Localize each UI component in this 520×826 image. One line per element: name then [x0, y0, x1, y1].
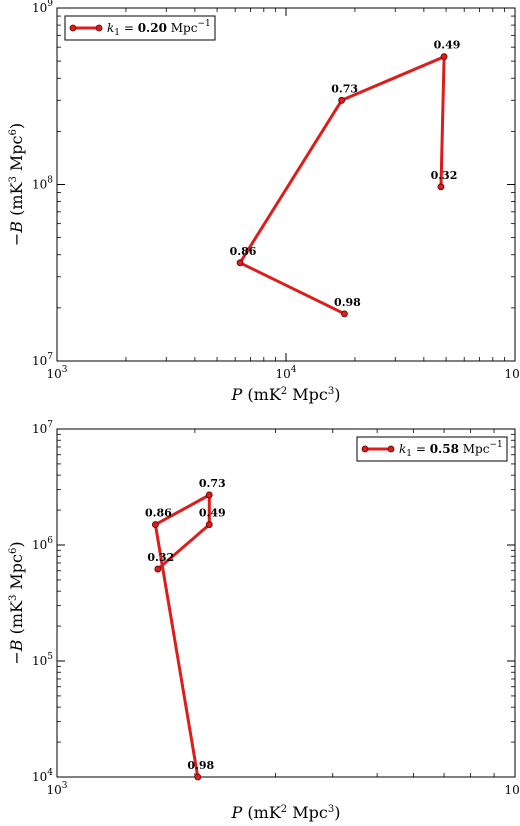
point-label-0.73: 0.73: [331, 82, 358, 95]
legend-label: k1 = 0.20 Mpc−1: [107, 19, 211, 38]
point-label-0.32: 0.32: [431, 169, 458, 182]
x-axis-label: P (mK2 Mpc3): [231, 385, 341, 404]
point-label-0.86: 0.86: [145, 507, 172, 520]
legend: k1 = 0.20 Mpc−1: [64, 15, 216, 41]
x-axis-label: P (mK2 Mpc3): [231, 803, 341, 822]
y-tick-label: 107: [32, 420, 53, 436]
plot-frame: [56, 7, 516, 362]
data-point-0.86: [236, 259, 244, 267]
y-tick-label: 107: [32, 352, 53, 368]
data-point-0.32: [154, 565, 162, 573]
legend-label: k1 = 0.58 Mpc−1: [399, 440, 503, 459]
y-tick-label: 106: [32, 536, 53, 552]
point-label-0.49: 0.49: [434, 39, 461, 52]
data-point-0.73: [205, 491, 213, 499]
data-point-0.49: [205, 521, 213, 528]
x-tick-label: 104: [275, 365, 296, 381]
legend-marker: [95, 24, 103, 32]
point-label-0.98: 0.98: [187, 759, 214, 772]
data-point-0.98: [194, 773, 202, 781]
x-tick-label: 103: [46, 365, 67, 381]
data-point-0.49: [440, 53, 448, 61]
chart-panel-2: 103104104105106107P (mK2 Mpc3)−B (mK3 Mp…: [7, 420, 520, 822]
legend-marker: [361, 445, 369, 453]
y-axis-label: −B (mK3 Mpc6): [7, 541, 26, 664]
y-tick-label: 104: [32, 768, 53, 784]
x-tick-label: 104: [504, 781, 520, 797]
point-label-0.32: 0.32: [147, 551, 174, 564]
chart-panel-1: 103 104 105 107 108 109 P (mK2 Mpc3) −B (mK3 Mp…: [7, 0, 520, 404]
x-tick-label: 103: [46, 781, 67, 797]
data-point-0.86: [151, 521, 159, 528]
point-label-0.73: 0.73: [199, 477, 226, 490]
y-tick-label: 108: [32, 176, 53, 192]
data-point-0.98: [341, 310, 348, 318]
y-tick-label: 109: [32, 0, 53, 15]
x-tick-label: 105: [504, 365, 520, 381]
legend-marker: [387, 445, 395, 453]
point-label-0.86: 0.86: [230, 245, 257, 258]
y-tick-label: 105: [32, 652, 53, 668]
legend: k1 = 0.58 Mpc−1: [356, 436, 508, 462]
y-axis-label: −B (mK3 Mpc6): [7, 123, 26, 246]
legend-marker: [69, 24, 77, 32]
data-point-0.73: [338, 96, 346, 104]
plot-frame: [56, 428, 516, 778]
series-line: [153, 493, 211, 778]
point-label-0.49: 0.49: [199, 507, 226, 520]
point-label-0.98: 0.98: [334, 296, 361, 309]
data-point-0.32: [437, 183, 445, 191]
